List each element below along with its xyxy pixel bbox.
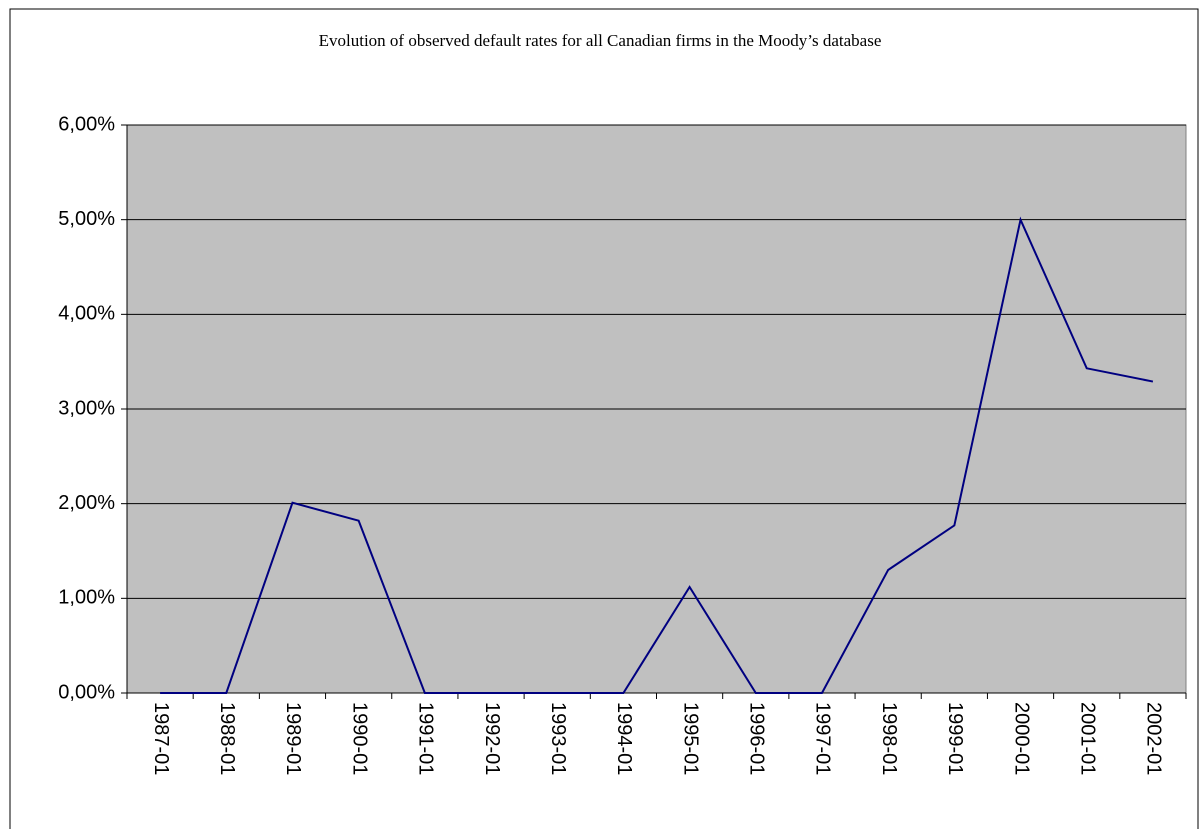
x-tick-label: 1998-01 bbox=[878, 702, 900, 775]
y-tick-label: 2,00% bbox=[58, 492, 115, 514]
x-tick-label: 1994-01 bbox=[613, 702, 635, 775]
x-tick-label: 1991-01 bbox=[415, 702, 437, 775]
x-tick-label: 1990-01 bbox=[348, 702, 370, 775]
x-tick-label: 1996-01 bbox=[746, 702, 768, 775]
y-tick-label: 5,00% bbox=[58, 208, 115, 230]
x-tick-label: 1987-01 bbox=[150, 702, 172, 775]
x-tick-label: 1992-01 bbox=[481, 702, 503, 775]
x-tick-label: 1989-01 bbox=[282, 702, 304, 775]
y-tick-label: 6,00% bbox=[58, 113, 115, 135]
line-series bbox=[160, 216, 1154, 694]
x-tick-label: 1999-01 bbox=[944, 702, 966, 775]
x-tick-label: 2000-01 bbox=[1010, 702, 1032, 775]
y-tick-label: 0,00% bbox=[58, 681, 115, 703]
chart-title: Evolution of observed default rates for … bbox=[319, 31, 882, 50]
x-tick-label: 2001-01 bbox=[1076, 702, 1098, 775]
y-tick-label: 4,00% bbox=[58, 303, 115, 325]
x-tick-label: 2002-01 bbox=[1143, 702, 1165, 775]
x-tick-label: 1997-01 bbox=[812, 702, 834, 775]
y-tick-label: 3,00% bbox=[58, 397, 115, 419]
x-tick-label: 1993-01 bbox=[547, 702, 569, 775]
x-tick-label: 1995-01 bbox=[679, 702, 701, 775]
y-tick-label: 1,00% bbox=[58, 587, 115, 609]
x-tick-label: 1988-01 bbox=[216, 702, 238, 775]
